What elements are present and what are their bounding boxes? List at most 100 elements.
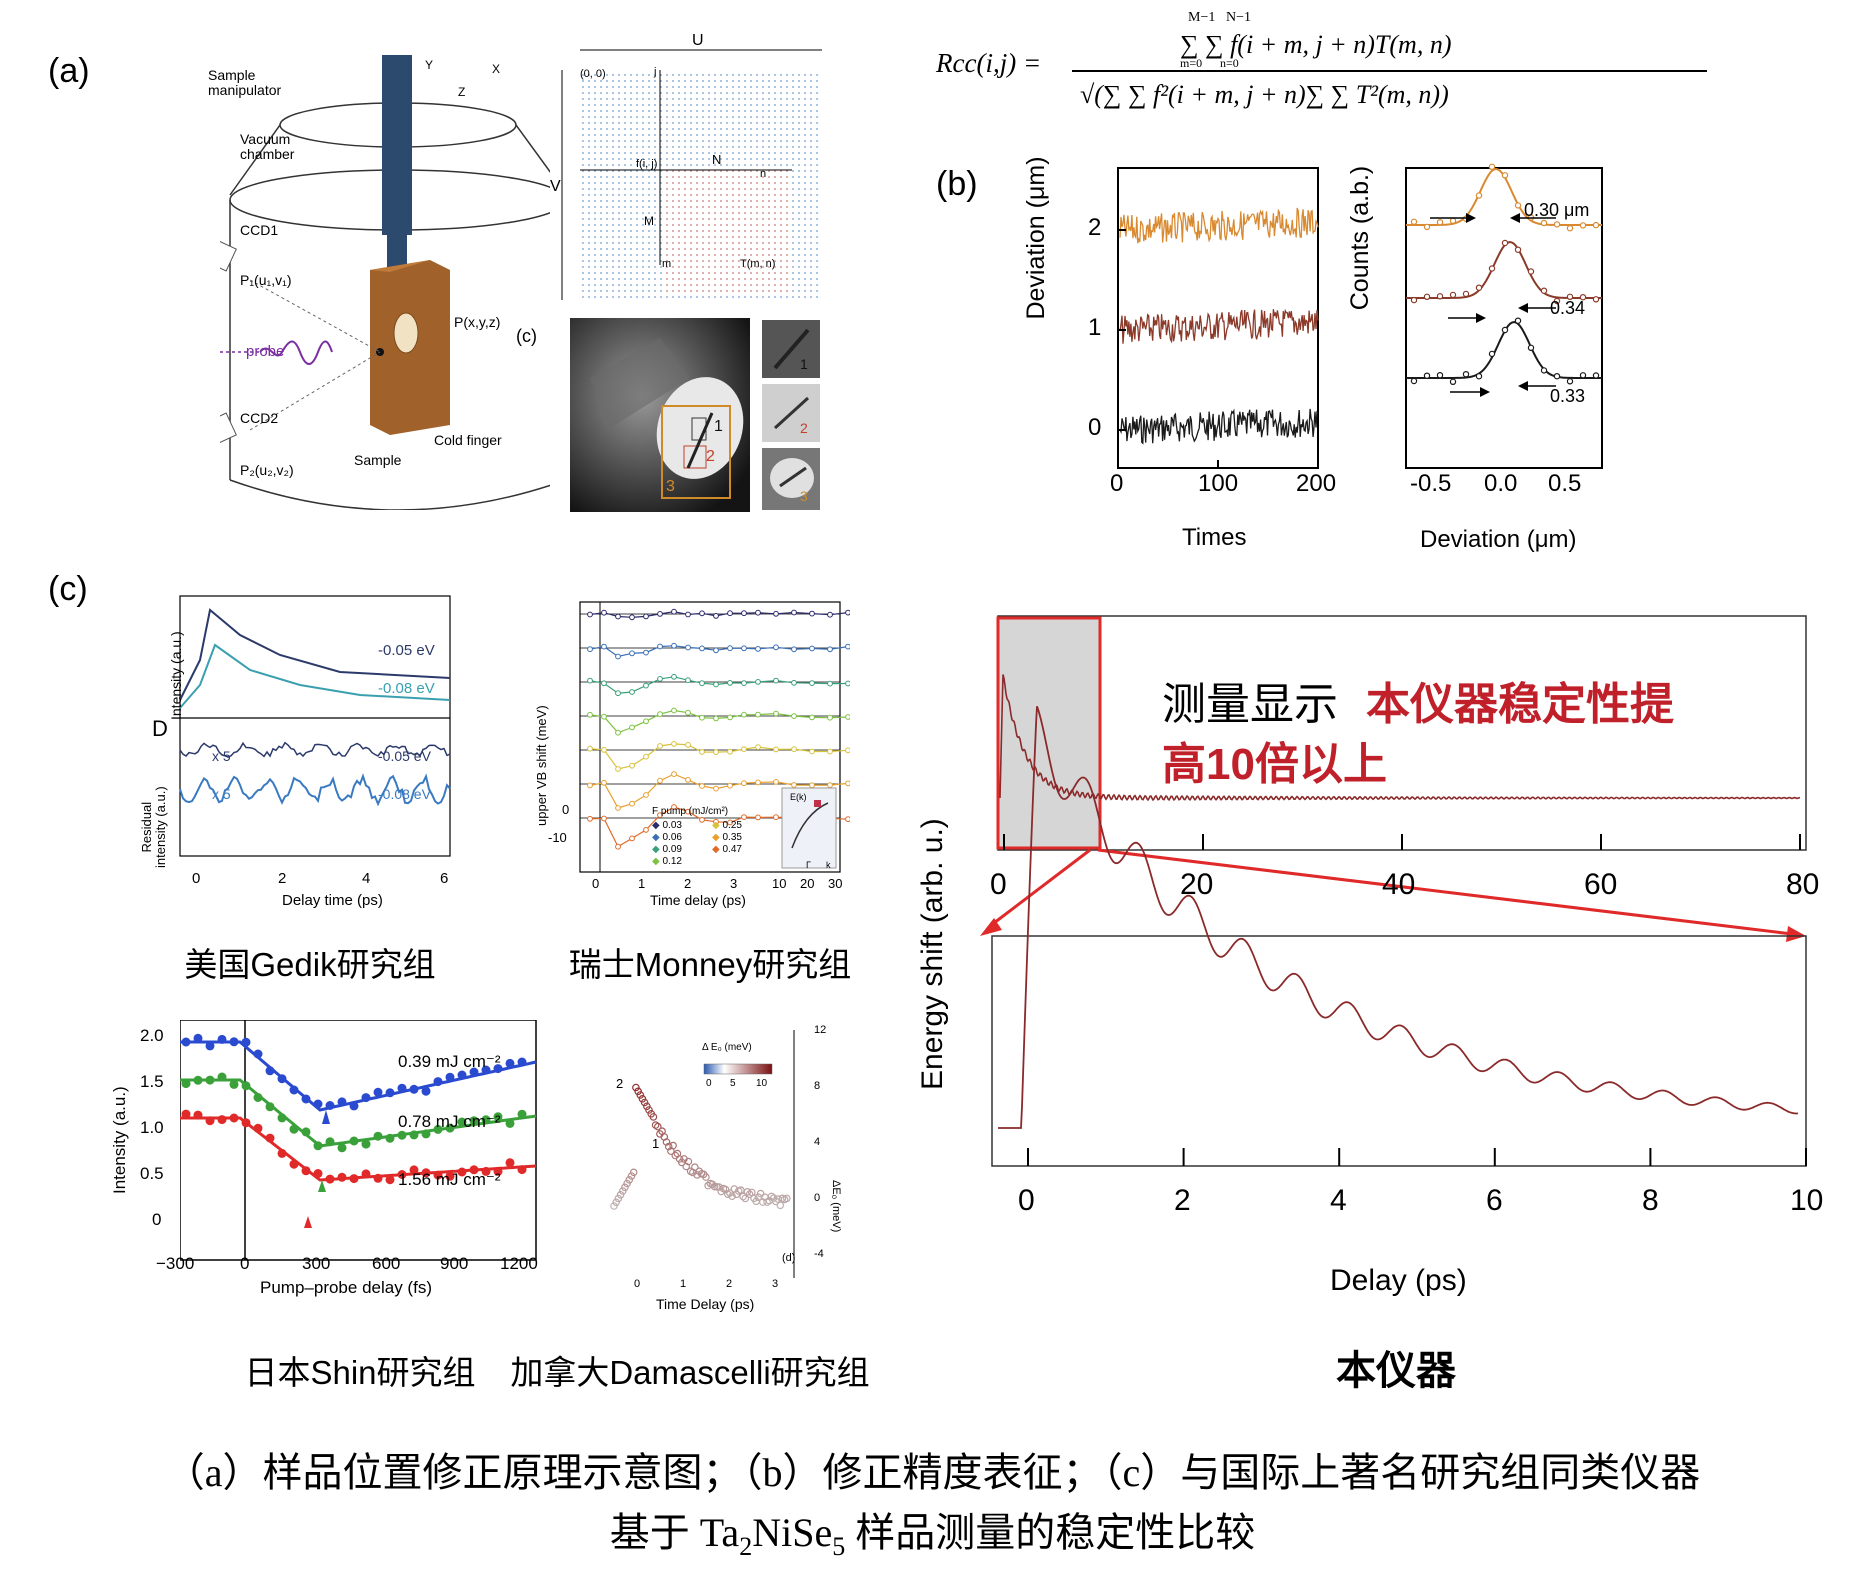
caption-sub-5: 5: [832, 1532, 846, 1561]
gedik-e2-res: -0.08 eV: [378, 786, 431, 802]
shin-point: [265, 1133, 275, 1143]
monney-point: [773, 746, 779, 753]
grid-t: T(m, n): [740, 258, 776, 270]
label-p2: P₂(u₂,v₂): [240, 462, 294, 478]
monney-point: [755, 609, 761, 616]
monney-point: [791, 782, 797, 788]
shin-point: [493, 1112, 503, 1122]
monney-legend-item: ◆ 0.12: [652, 856, 682, 867]
formula-sup-m: M−1: [1188, 10, 1216, 25]
shin-point: [433, 1077, 443, 1087]
histogram-point: [1410, 377, 1418, 385]
monney-xtick-30: 30: [828, 876, 843, 891]
panel-label-b: (b): [936, 165, 978, 203]
shin-point: [313, 1099, 323, 1109]
gedik-e2: -0.08 eV: [378, 680, 435, 697]
ours-top-xtick-60: 60: [1584, 868, 1618, 901]
histogram-point: [1527, 344, 1535, 351]
monney-point: [615, 613, 621, 620]
histogram-point: [1475, 192, 1483, 199]
damascelli-point: [710, 1182, 719, 1191]
damascelli-point: [625, 1176, 634, 1184]
histogram-point: [1579, 222, 1587, 229]
monney-point: [845, 780, 850, 787]
monney-trace-2: [589, 676, 849, 694]
monney-point: [629, 762, 635, 769]
shin-point: [217, 1072, 227, 1082]
deviation-ytick-2: 2: [1088, 214, 1102, 241]
gedik-xtick-6: 6: [440, 870, 449, 887]
shin-point: [433, 1170, 443, 1180]
monney-point: [741, 645, 747, 652]
label-ccd1: CCD1: [240, 222, 279, 238]
histogram-point: [1488, 350, 1496, 358]
claim-black: 测量显示: [1162, 680, 1338, 729]
damascelli-legend-title: Δ E₀ (meV): [702, 1042, 752, 1053]
monney-point: [587, 646, 593, 653]
histogram-point: [1579, 372, 1587, 379]
chamber-schematic: [220, 55, 550, 510]
histogram-point: [1423, 293, 1431, 300]
shin-point: [445, 1123, 455, 1133]
shin-point: [193, 1033, 203, 1043]
monney-point: [755, 711, 761, 718]
group-ours: 本仪器: [1336, 1349, 1456, 1393]
shin-point: [361, 1139, 371, 1149]
monney-point: [845, 643, 850, 650]
gedik-xtick-0: 0: [192, 870, 201, 887]
shin-point: [325, 1137, 335, 1147]
damascelli-point: [649, 1113, 658, 1121]
shin-point: [469, 1116, 479, 1126]
histogram-point: [1449, 217, 1457, 225]
shin-ytick-20: 2.0: [140, 1026, 164, 1045]
damascelli-xtick-1: 1: [680, 1278, 687, 1290]
monney-point: [699, 816, 705, 823]
monney-legend-item: ◆ 0.09: [652, 844, 682, 855]
shin-point: [385, 1175, 395, 1185]
shin-ytick-0: 0: [152, 1210, 162, 1229]
gedik-e1: -0.05 eV: [378, 642, 435, 659]
monney-point: [755, 646, 761, 652]
shin-point: [409, 1130, 419, 1140]
histogram-xtick-pos: 0.5: [1548, 470, 1582, 497]
shin-point: [301, 1094, 311, 1104]
monney-point: [671, 741, 677, 747]
grid-diagram: [561, 49, 822, 300]
monney-point: [845, 816, 850, 823]
ours-bot-xtick-6: 6: [1486, 1184, 1503, 1217]
monney-xtick-1: 1: [638, 876, 646, 891]
shin-point: [337, 1097, 347, 1107]
damascelli-point: [739, 1192, 747, 1201]
histogram-point: [1423, 223, 1431, 231]
damascelli-point: [745, 1190, 754, 1199]
monney-point: [629, 614, 635, 621]
histogram-point: [1566, 224, 1574, 232]
monney-point: [601, 747, 607, 753]
monney-point: [601, 609, 607, 616]
formula-sub-n: n=0: [1220, 56, 1239, 70]
monney-point: [685, 677, 691, 684]
monney-point: [699, 610, 705, 617]
monney-point: [615, 729, 621, 736]
ours-bot-xtick-8: 8: [1642, 1184, 1659, 1217]
shin-point: [289, 1124, 299, 1134]
damascelli-point: [776, 1201, 785, 1210]
monney-trace-1: [589, 645, 849, 658]
monney-point: [685, 777, 691, 783]
monney-point: [699, 783, 705, 789]
gedik-e1-res: -0.05 eV: [378, 748, 431, 764]
damascelli-n1: 1: [652, 1136, 660, 1151]
group-monney: 瑞士Monney研究组: [568, 946, 852, 983]
damascelli-point: [621, 1183, 629, 1192]
monney-point: [827, 680, 833, 687]
group-gedik: 美国Gedik研究组: [184, 946, 436, 983]
formula-fraction-bar: [1072, 70, 1707, 72]
fwhm-1: 0.34: [1550, 298, 1586, 318]
monney-point: [671, 771, 677, 778]
gedik-x5a: x 5: [212, 748, 231, 764]
monney-legend-item: ◆ 0.47: [712, 844, 742, 855]
shin-point: [505, 1058, 515, 1068]
monney-xtick-10: 10: [772, 876, 787, 891]
monney-inset-k: k: [826, 860, 831, 870]
shin-point: [517, 1109, 527, 1119]
